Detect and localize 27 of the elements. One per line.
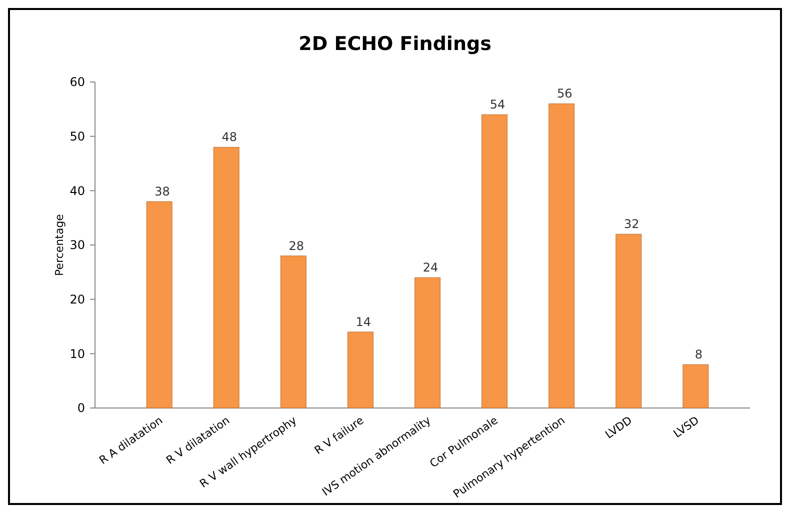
bar: [347, 332, 374, 408]
bar: [548, 103, 575, 408]
bar: [146, 201, 172, 408]
bar: [616, 234, 642, 408]
bar: [682, 364, 709, 408]
y-tick-label: 30: [70, 238, 85, 252]
y-axis-title: Percentage: [53, 214, 66, 276]
bar: [280, 256, 306, 408]
y-tick-label: 60: [70, 75, 85, 90]
data-label: 32: [624, 217, 640, 232]
bar: [213, 146, 240, 408]
y-tick-label: 0: [77, 401, 85, 416]
data-label: 38: [154, 184, 170, 199]
chart-title: 2D ECHO Findings: [298, 33, 492, 55]
data-label: 28: [288, 238, 304, 253]
data-label: 14: [356, 314, 372, 329]
data-label: 8: [694, 348, 703, 362]
y-tick-label: 10: [70, 346, 85, 361]
y-tick-label: 50: [70, 130, 85, 144]
data-label: 24: [422, 260, 438, 275]
data-label: 54: [490, 98, 506, 112]
bar: [414, 277, 440, 408]
y-tick-label: 40: [70, 184, 85, 198]
data-label: 56: [556, 86, 572, 101]
bar: [482, 114, 508, 408]
y-tick-label: 20: [70, 292, 85, 307]
data-label: 48: [222, 130, 237, 144]
